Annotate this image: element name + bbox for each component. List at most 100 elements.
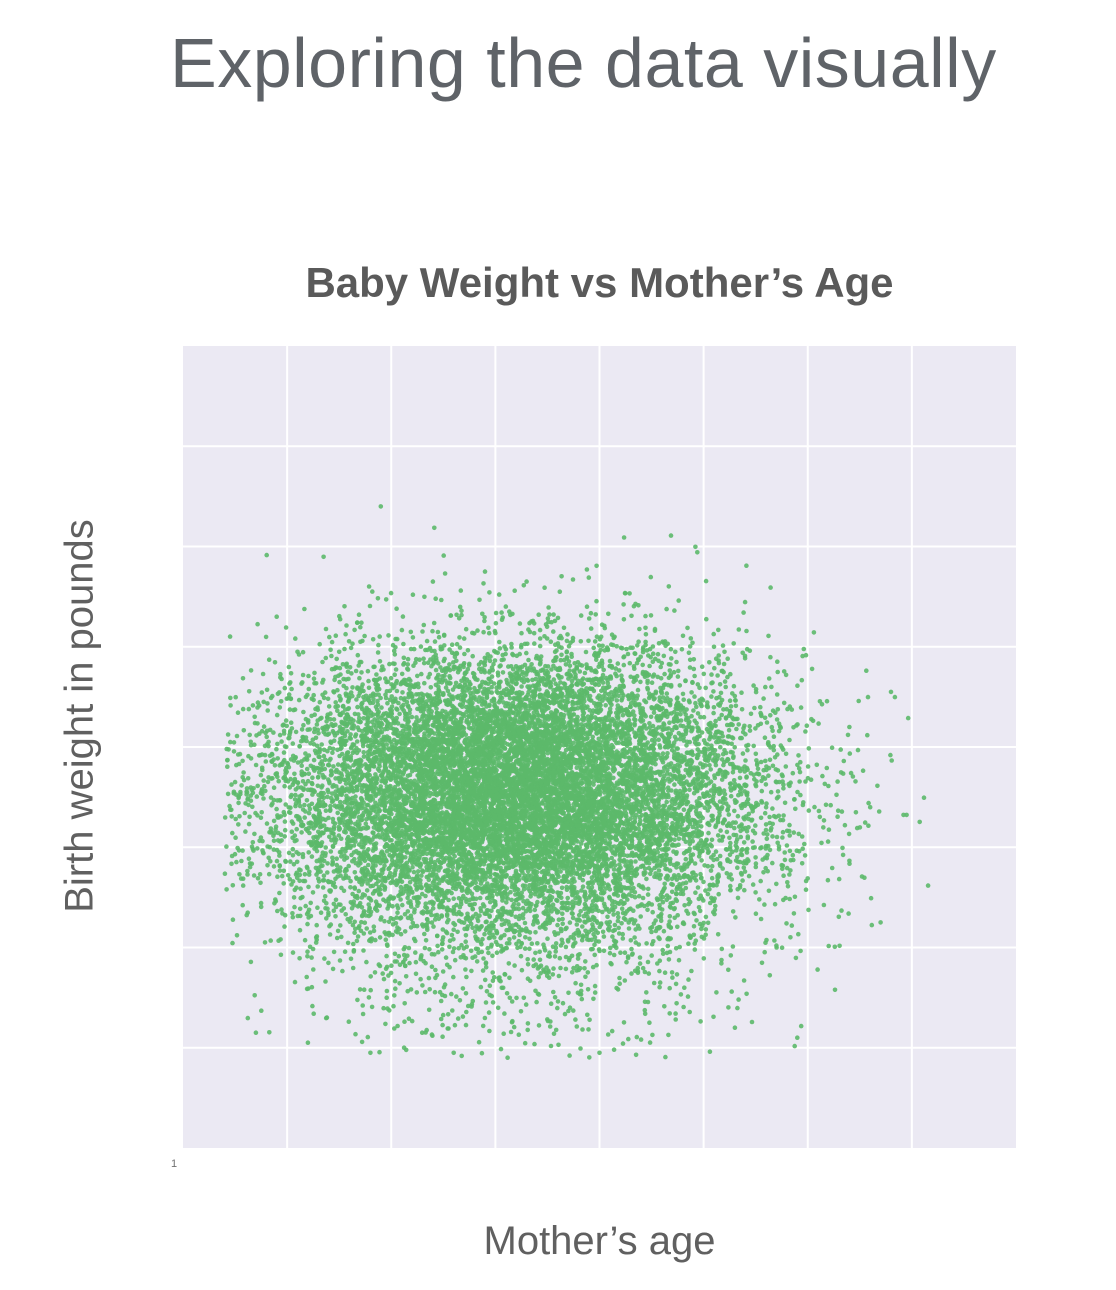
data-point [739, 690, 744, 695]
data-point [533, 950, 538, 956]
data-point [368, 974, 374, 979]
data-point [353, 668, 359, 674]
data-point [306, 771, 312, 776]
data-point [449, 932, 455, 938]
data-point [592, 639, 598, 644]
data-point [692, 947, 698, 952]
data-point [723, 684, 728, 690]
data-point [673, 1017, 678, 1022]
data-point [413, 950, 418, 955]
data-point [230, 883, 236, 888]
data-point [469, 968, 474, 974]
data-point [302, 872, 308, 877]
data-point [391, 737, 397, 743]
data-point [299, 727, 305, 732]
data-point [686, 941, 691, 946]
data-point [447, 674, 452, 679]
data-point [563, 966, 569, 972]
data-point [508, 889, 513, 895]
data-point [419, 1030, 425, 1035]
data-point [243, 829, 248, 834]
data-point [431, 924, 436, 929]
data-point [657, 958, 663, 963]
data-point [224, 844, 229, 849]
data-point [392, 672, 398, 677]
data-point [802, 853, 808, 858]
data-point [620, 936, 626, 941]
data-point [348, 732, 353, 737]
data-point [268, 938, 274, 943]
data-point [728, 749, 734, 755]
data-point [742, 599, 748, 605]
data-point [481, 956, 486, 961]
data-point [306, 686, 312, 692]
data-point [687, 787, 692, 793]
data-point [303, 751, 308, 756]
data-point [317, 641, 323, 647]
data-point [821, 818, 827, 823]
data-point [800, 846, 805, 851]
data-point [330, 831, 336, 836]
data-point [531, 957, 536, 962]
data-point [339, 934, 344, 940]
data-point [796, 931, 801, 937]
data-point [275, 741, 280, 747]
data-point [774, 881, 779, 887]
data-point [452, 957, 458, 963]
data-point [354, 938, 360, 944]
data-point [319, 742, 325, 747]
data-point [523, 935, 528, 940]
data-point [856, 698, 861, 704]
data-point [705, 808, 711, 813]
data-point [721, 762, 726, 768]
data-point [286, 850, 292, 856]
data-point [708, 868, 714, 873]
data-point [349, 722, 355, 727]
data-point [432, 989, 438, 995]
data-point [249, 861, 255, 866]
data-point [808, 777, 814, 782]
data-point [299, 763, 305, 768]
data-point [832, 987, 838, 993]
data-point [673, 1011, 678, 1016]
data-point [248, 739, 253, 745]
data-point [738, 834, 744, 840]
data-point [683, 885, 689, 891]
data-point [733, 915, 738, 920]
data-point [763, 827, 769, 833]
data-point [364, 926, 370, 931]
data-point [228, 703, 233, 708]
data-point [415, 869, 421, 874]
data-point [279, 873, 285, 879]
data-point [316, 754, 322, 759]
data-point [846, 831, 852, 837]
data-point [306, 884, 311, 890]
data-point [311, 757, 317, 763]
data-point [390, 904, 395, 909]
data-point [753, 861, 759, 866]
data-point [405, 656, 411, 662]
data-point [556, 1042, 561, 1048]
data-point [791, 857, 796, 863]
data-point [402, 929, 408, 934]
data-point [305, 727, 311, 732]
data-point [303, 903, 309, 909]
data-point [645, 907, 650, 913]
data-point [721, 707, 726, 712]
data-point [505, 1055, 510, 1060]
data-point [615, 661, 621, 666]
data-point [472, 929, 478, 934]
data-point [762, 949, 767, 955]
data-point [592, 983, 598, 989]
data-point [685, 625, 690, 631]
data-point [535, 899, 540, 905]
data-point [819, 840, 824, 846]
data-point [239, 858, 244, 864]
data-point [400, 690, 405, 695]
data-point [734, 726, 739, 732]
data-point [840, 845, 845, 851]
data-point [318, 869, 323, 874]
data-point [330, 966, 336, 972]
data-point [289, 686, 294, 692]
data-point [433, 975, 438, 981]
